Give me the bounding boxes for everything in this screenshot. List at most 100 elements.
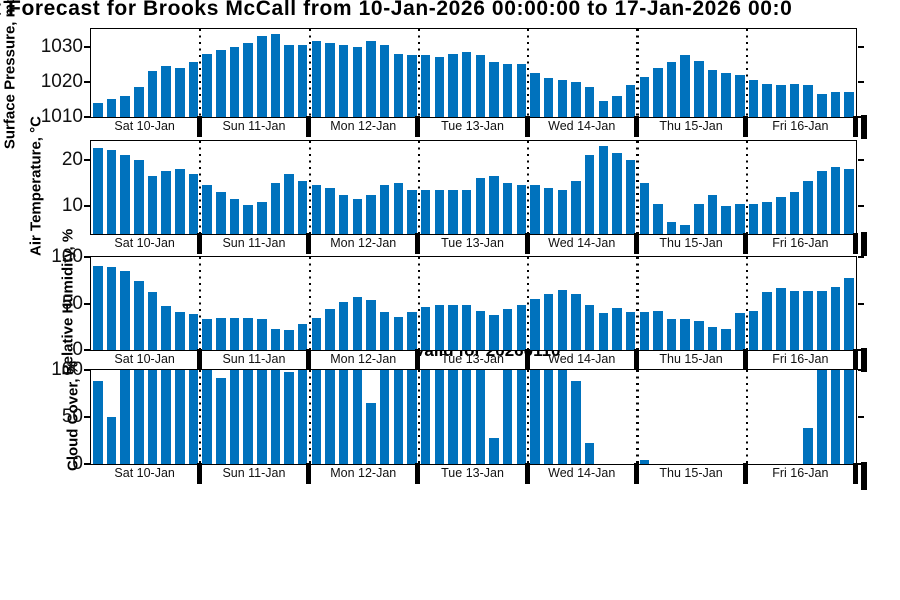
bar: [161, 370, 171, 464]
bar: [666, 222, 677, 234]
bar: [379, 370, 390, 464]
bar: [817, 291, 827, 350]
bar: [557, 289, 568, 350]
subplot-4: 0 50 100: [51, 359, 864, 474]
bar: [311, 41, 322, 117]
y-tick-mark: [857, 45, 864, 48]
bar: [516, 370, 527, 464]
bar: [817, 171, 827, 234]
day-boundary-tick: [852, 233, 858, 254]
bar: [571, 381, 581, 464]
bar: [762, 201, 772, 234]
bar: [475, 55, 486, 117]
bar: [762, 292, 772, 350]
bar: [366, 402, 376, 464]
bar: [666, 62, 677, 117]
bar: [284, 329, 294, 350]
bar: [748, 80, 759, 117]
x-axis-label-row: Sat 10-Jan Sun 11-Jan Mon 12-Jan Tue 13-Jan…: [90, 232, 880, 257]
bar: [243, 43, 253, 117]
x-tick-label: Sun 11-Jan: [222, 466, 286, 480]
bar: [202, 185, 212, 234]
bar: [707, 194, 718, 234]
bar: [120, 95, 130, 117]
bar: [229, 199, 240, 234]
bar: [147, 175, 158, 234]
bar: [844, 168, 854, 234]
bar: [393, 182, 404, 234]
bar: [188, 173, 199, 234]
x-tick-label: Tue 13-Jan: [441, 466, 504, 480]
bar: [366, 194, 376, 234]
bar: [598, 101, 609, 117]
bar: [147, 292, 158, 350]
y-tick-mark: [83, 369, 90, 371]
bar: [803, 291, 813, 350]
bar: [175, 67, 185, 117]
bar: [530, 185, 540, 234]
day-boundary-gridline: [636, 29, 639, 117]
day-boundary-tick: [633, 463, 639, 484]
bar: [707, 326, 718, 350]
x-axis-label-row: Sat 10-Jan Sun 11-Jan Mon 12-Jan Tue 13-Jan…: [90, 348, 880, 373]
bar: [134, 87, 144, 117]
bar: [571, 294, 581, 350]
bar: [284, 44, 294, 117]
bar: [748, 310, 759, 350]
bar: [175, 168, 185, 234]
x-tick-label: Mon 12-Jan: [330, 119, 397, 133]
bar: [420, 55, 431, 117]
bar: [639, 182, 649, 234]
bar: [420, 307, 431, 350]
bar: [625, 159, 636, 234]
x-tick-label: Thu 15-Jan: [659, 466, 723, 480]
bar: [311, 185, 322, 234]
bar: [134, 370, 144, 464]
day-boundary-gridline: [308, 141, 311, 234]
bar: [311, 318, 322, 350]
bar: [489, 62, 499, 117]
bar: [93, 381, 103, 464]
x-tick-label: Sun 11-Jan: [222, 119, 286, 133]
day-boundary-gridline: [417, 370, 421, 464]
bar: [530, 73, 540, 117]
day-boundary-gridline: [308, 29, 311, 117]
y-tick-mark: [83, 256, 90, 258]
bar: [147, 370, 158, 464]
bar: [543, 78, 554, 117]
bar: [680, 319, 690, 350]
bar: [461, 189, 472, 234]
bar: [120, 271, 130, 350]
x-tick-label: Fri 16-Jan: [772, 119, 829, 133]
bar: [229, 46, 240, 117]
day-boundary-tick: [524, 463, 530, 484]
bar: [216, 317, 226, 350]
bar: [694, 321, 704, 350]
bar: [639, 311, 649, 350]
y-tick-mark: [857, 369, 864, 371]
x-tick-label: Tue 13-Jan: [441, 352, 504, 366]
bar: [625, 85, 636, 117]
bar: [270, 182, 281, 234]
bar: [598, 145, 609, 234]
bar: [202, 53, 212, 117]
bar: [216, 50, 226, 117]
x-tick-label: Sat 10-Jan: [114, 119, 175, 133]
bar: [134, 159, 144, 234]
bar: [475, 310, 486, 350]
bar: [639, 460, 649, 464]
bar: [338, 44, 349, 117]
day-boundary-gridline: [199, 29, 202, 117]
bar: [625, 311, 636, 350]
y-tick-mark: [83, 205, 90, 208]
day-boundary-gridline: [199, 257, 202, 350]
bar: [338, 370, 349, 464]
bar: [543, 294, 554, 350]
day-boundary-gridline: [745, 370, 748, 464]
bar: [257, 201, 267, 234]
bar: [516, 185, 527, 234]
y-tick-mark: [857, 256, 864, 258]
bar: [407, 311, 417, 350]
bar: [434, 305, 445, 350]
